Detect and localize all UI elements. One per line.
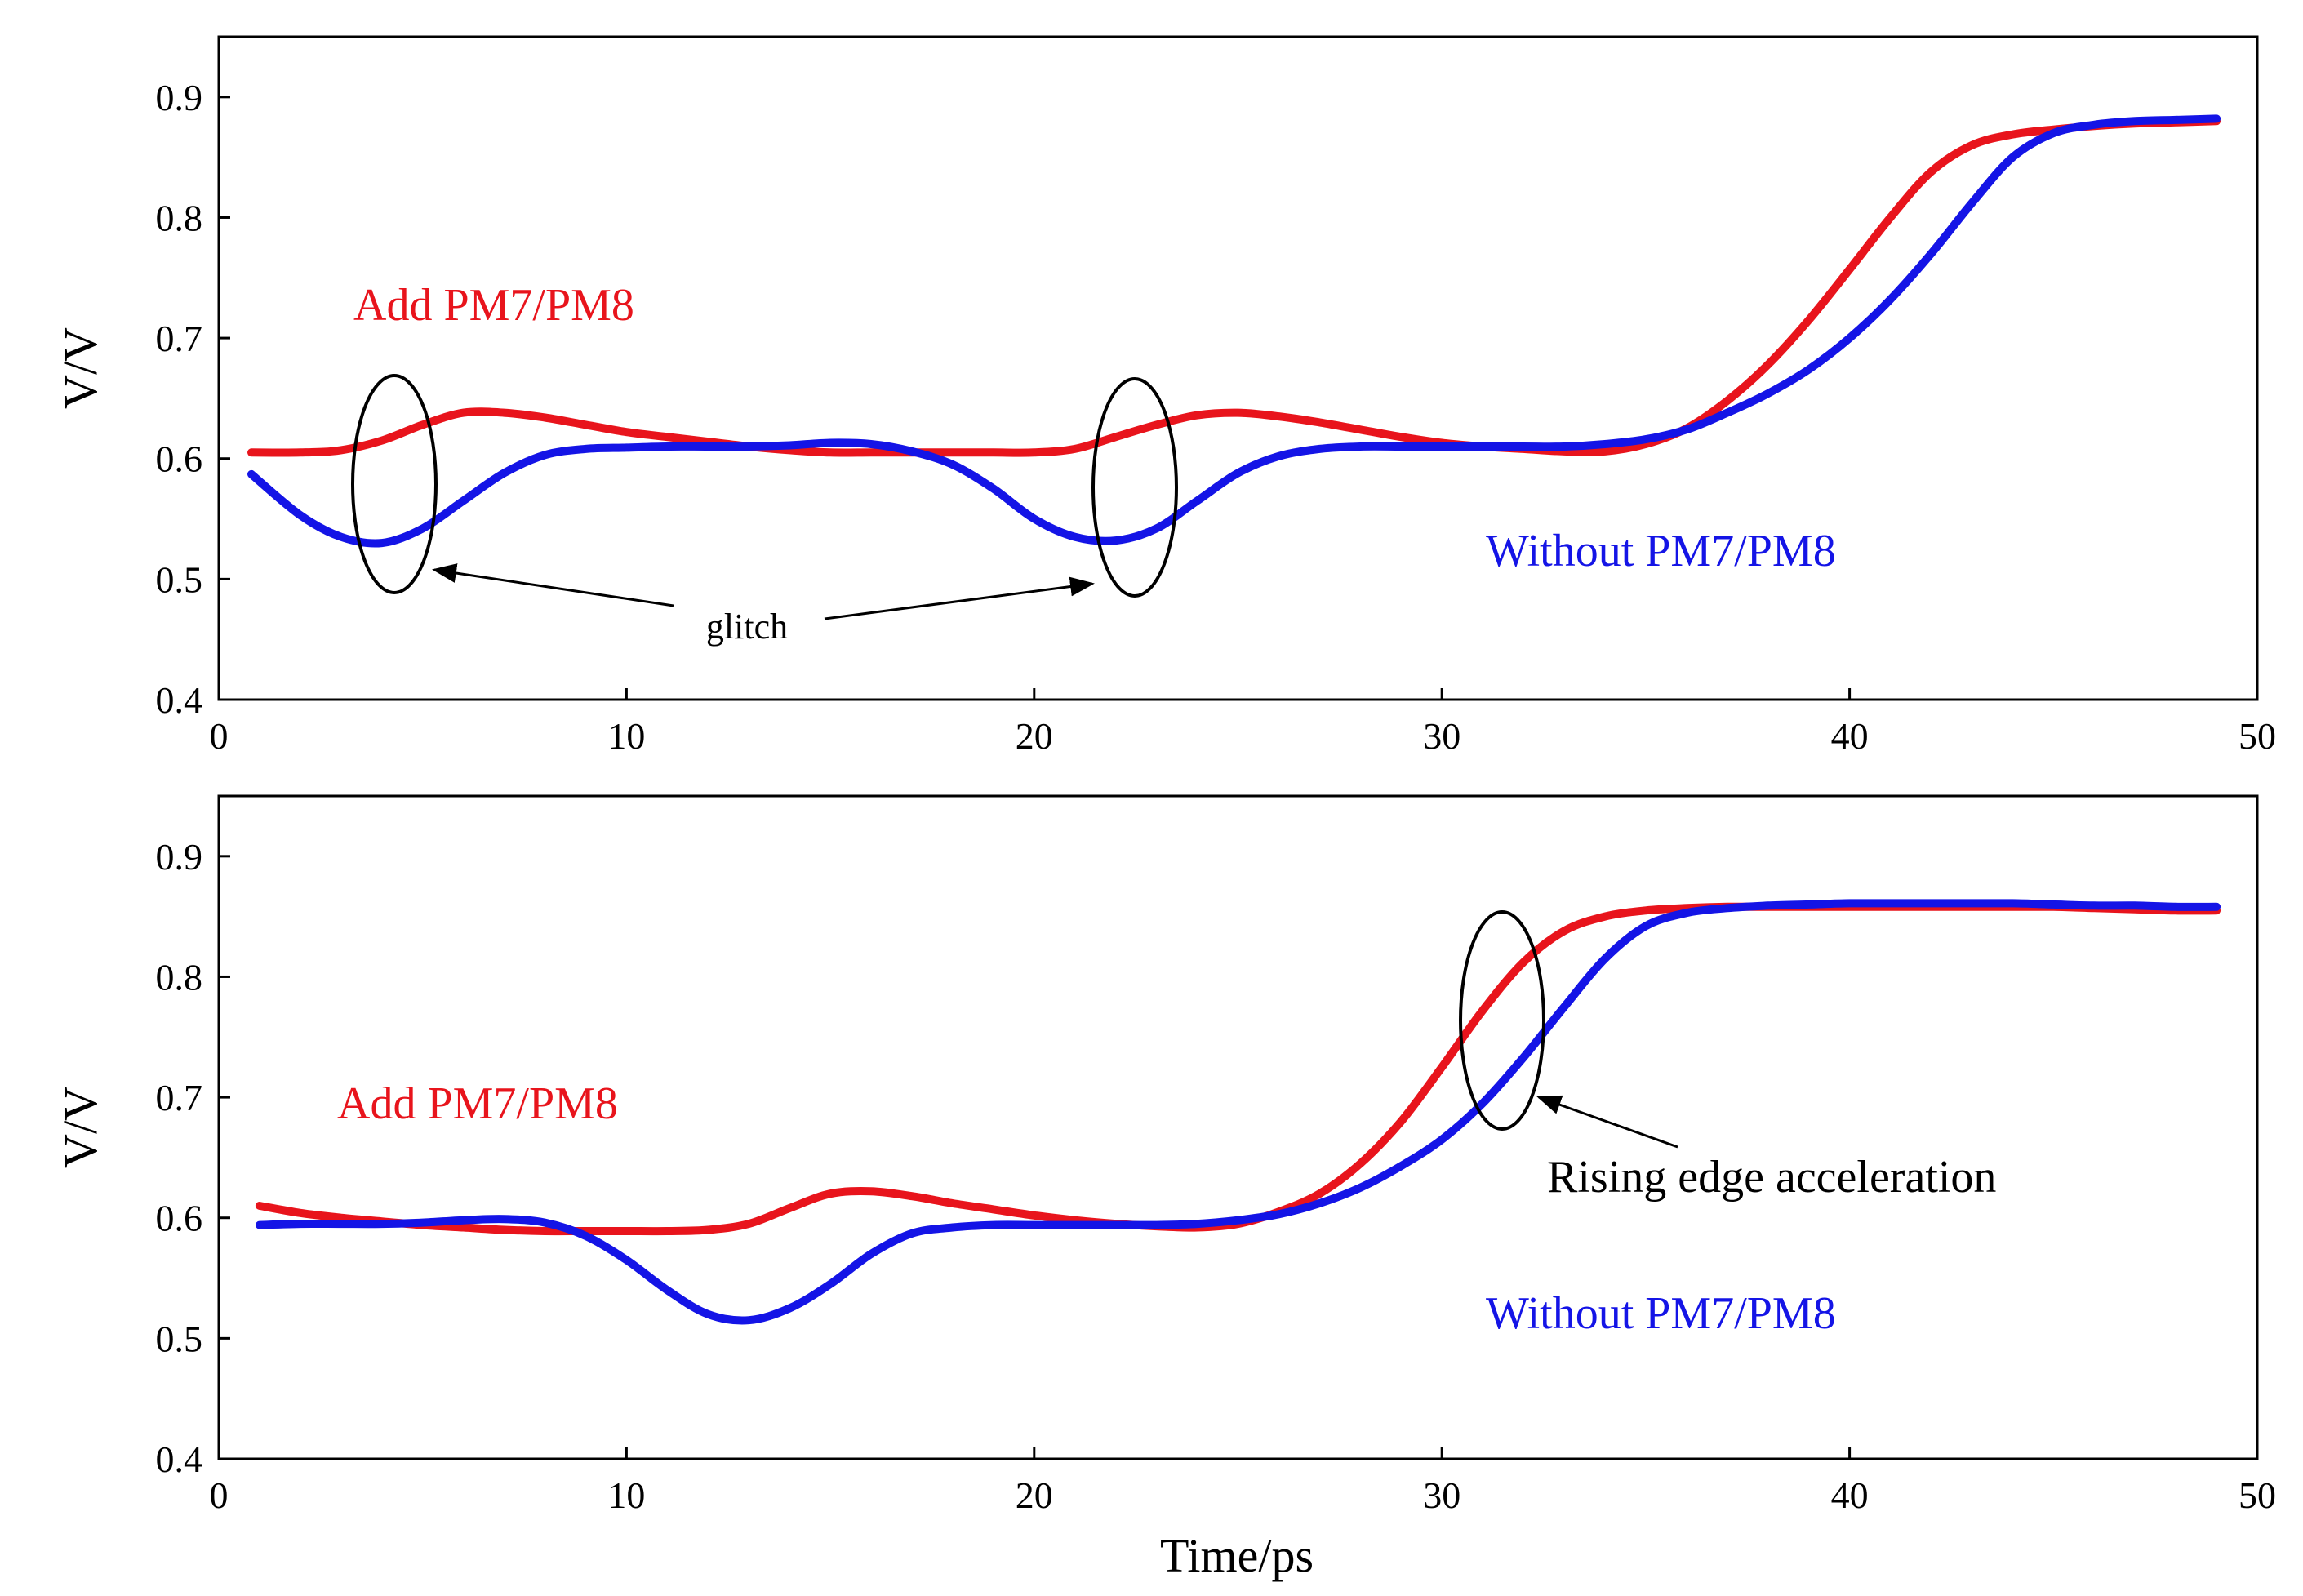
x-tick-label: 20 <box>1016 1474 1053 1516</box>
x-tick-label: 30 <box>1423 715 1460 757</box>
top-chart-panel: 0.4 0.5 0.6 0.7 0.8 0.9 0 10 20 30 40 50 V/V glitc… <box>54 35 2276 757</box>
y-tick-label: 0.7 <box>156 1077 203 1118</box>
x-tick-label: 0 <box>210 1474 229 1516</box>
x-tick-label: 40 <box>1831 1474 1869 1516</box>
top-glitch-ellipse-1 <box>351 374 438 594</box>
top-y-axis-title: V/V <box>54 327 107 409</box>
bottom-rising-edge-label: Rising edge acceleration <box>1547 1152 1996 1203</box>
bottom-y-ticks: 0.4 0.5 0.6 0.7 0.8 0.9 <box>156 836 230 1480</box>
y-tick-label: 0.4 <box>156 679 203 721</box>
x-tick-label: 50 <box>2239 715 2276 757</box>
x-tick-label: 50 <box>2239 1474 2276 1516</box>
y-tick-label: 0.9 <box>156 77 203 118</box>
bottom-series-without-pm7-pm8-line <box>255 899 2221 1325</box>
top-glitch-arrow-right <box>824 576 1095 620</box>
y-tick-label: 0.6 <box>156 438 203 480</box>
y-tick-label: 0.8 <box>156 956 203 998</box>
x-tick-label: 10 <box>607 715 645 757</box>
top-y-ticks: 0.4 0.5 0.6 0.7 0.8 0.9 <box>156 77 230 721</box>
bottom-x-ticks: 0 10 20 30 40 50 <box>210 1447 2276 1516</box>
bottom-rising-edge-ellipse <box>1459 910 1545 1131</box>
bottom-without-pm7-pm8-label: Without PM7/PM8 <box>1486 1288 1836 1339</box>
top-plot-frame <box>217 35 2259 701</box>
y-tick-label: 0.5 <box>156 1318 203 1359</box>
top-glitch-arrow-left <box>432 563 674 607</box>
y-tick-label: 0.5 <box>156 558 203 600</box>
top-series-group <box>247 114 2221 548</box>
bottom-add-pm7-pm8-label: Add PM7/PM8 <box>337 1078 618 1129</box>
top-glitch-label: glitch <box>706 607 788 647</box>
top-add-pm7-pm8-label: Add PM7/PM8 <box>353 280 634 331</box>
top-x-ticks: 0 10 20 30 40 50 <box>210 688 2276 757</box>
y-tick-label: 0.9 <box>156 836 203 878</box>
y-tick-label: 0.4 <box>156 1438 203 1480</box>
top-without-pm7-pm8-label: Without PM7/PM8 <box>1486 526 1836 576</box>
bottom-y-axis-title: V/V <box>54 1087 107 1168</box>
bottom-x-axis-title: Time/ps <box>1160 1529 1314 1582</box>
x-tick-label: 40 <box>1831 715 1869 757</box>
x-tick-label: 10 <box>607 1474 645 1516</box>
bottom-series-group <box>255 899 2221 1325</box>
y-tick-label: 0.7 <box>156 318 203 359</box>
bottom-chart-panel: 0.4 0.5 0.6 0.7 0.8 0.9 0 10 20 30 40 50 V/V Time/… <box>54 794 2276 1582</box>
y-tick-label: 0.8 <box>156 197 203 238</box>
top-series-add-pm7-pm8-line <box>247 117 2221 457</box>
bottom-plot-frame <box>217 794 2259 1460</box>
top-series-without-pm7-pm8-line <box>247 114 2221 548</box>
top-glitch-ellipse-2 <box>1091 377 1178 598</box>
x-tick-label: 30 <box>1423 1474 1460 1516</box>
x-tick-label: 0 <box>210 715 229 757</box>
y-tick-label: 0.6 <box>156 1198 203 1239</box>
x-tick-label: 20 <box>1016 715 1053 757</box>
bottom-rising-edge-arrow <box>1536 1095 1678 1149</box>
